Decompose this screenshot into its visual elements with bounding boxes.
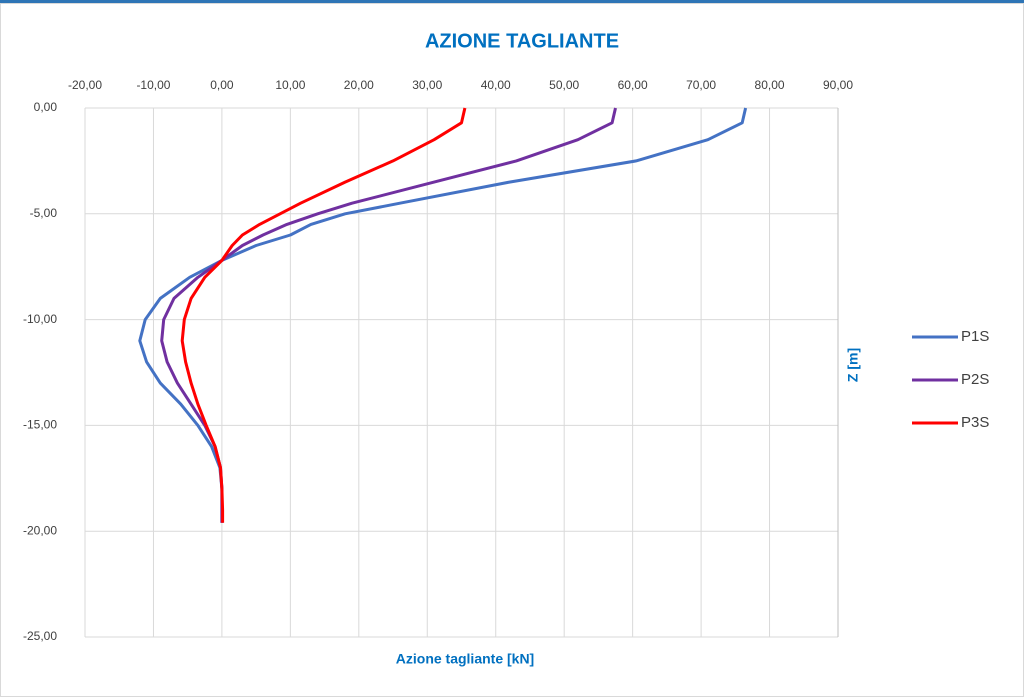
y-tick-label: -15,00 xyxy=(23,418,57,432)
y-tick-label: -5,00 xyxy=(30,206,58,220)
y-tick-label: -25,00 xyxy=(23,629,57,643)
x-tick-label: 10,00 xyxy=(275,78,305,92)
top-border xyxy=(0,0,1024,3)
y-tick-label: -10,00 xyxy=(23,312,57,326)
x-tick-label: 60,00 xyxy=(618,78,648,92)
chart-title: AZIONE TAGLIANTE xyxy=(425,30,619,52)
y-tick-label: -20,00 xyxy=(23,523,57,537)
x-tick-label: 80,00 xyxy=(755,78,785,92)
series-line xyxy=(160,107,617,523)
legend-label: P1S xyxy=(961,328,989,345)
x-tick-label: 90,00 xyxy=(823,78,853,92)
legend-label: P3S xyxy=(961,414,989,431)
x-tick-label: 30,00 xyxy=(412,78,442,92)
x-tick-label: 20,00 xyxy=(344,78,374,92)
x-tick-label: 50,00 xyxy=(549,78,579,92)
x-axis-label: Azione tagliante [kN] xyxy=(396,651,534,667)
x-tick-label: 40,00 xyxy=(481,78,511,92)
y-axis-label: Z [m] xyxy=(845,348,861,382)
x-tick-label: -20,00 xyxy=(68,78,102,92)
x-tick-label: -10,00 xyxy=(136,78,170,92)
y-tick-label: 0,00 xyxy=(34,100,58,114)
x-tick-label: 70,00 xyxy=(686,78,716,92)
series-line xyxy=(138,107,748,523)
series-line xyxy=(180,107,467,523)
legend-label: P2S xyxy=(961,371,989,388)
x-tick-label: 0,00 xyxy=(210,78,234,92)
